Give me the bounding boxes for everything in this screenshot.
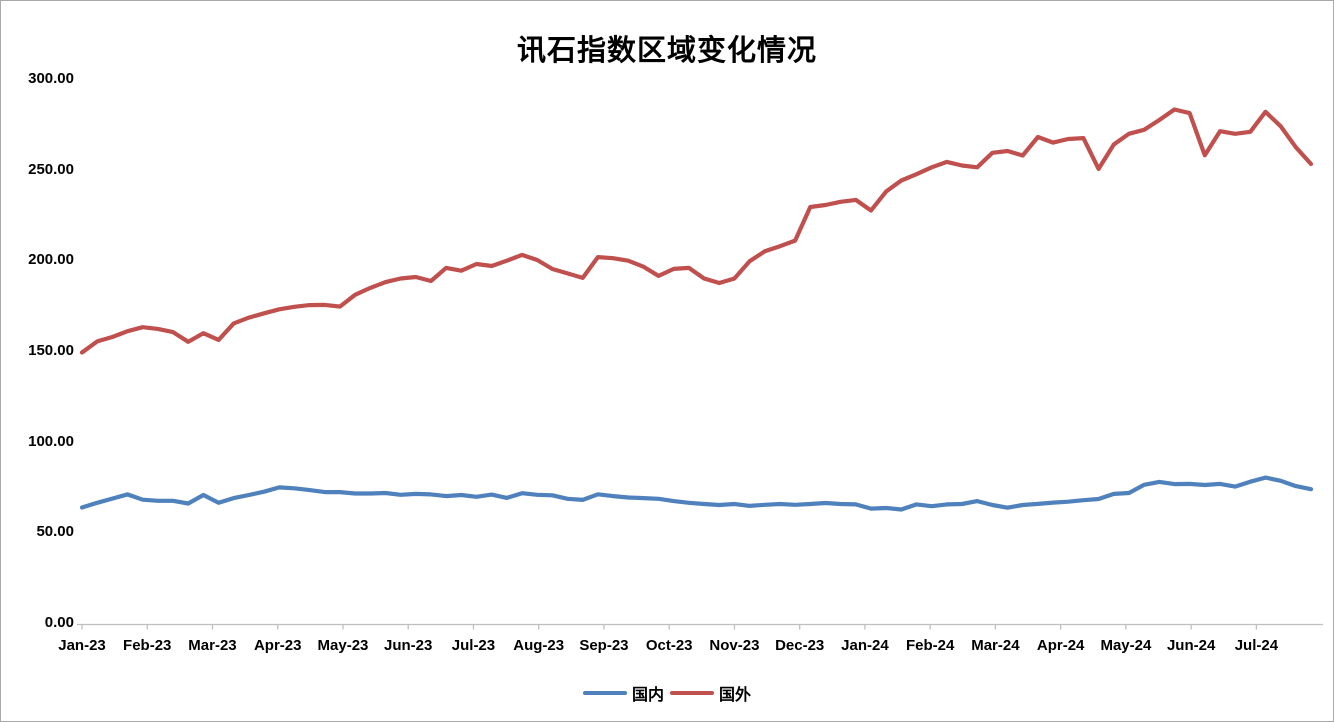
chart-legend: 国内 国外 <box>1 681 1333 705</box>
domestic-series-swatch-icon <box>582 691 627 695</box>
chart-title: 讯石指数区域变化情况 <box>516 35 817 67</box>
x-axis-tick-label: Apr-23 <box>253 637 302 654</box>
x-axis-tick-label: Jul-24 <box>1234 637 1279 654</box>
x-axis-tick-label: Jan-23 <box>58 637 106 654</box>
x-axis-tick-label: Jun-24 <box>1166 637 1216 654</box>
x-axis-tick-label: Jun-23 <box>384 637 433 654</box>
y-axis-tick-label: 300.00 <box>28 70 74 87</box>
y-axis-tick-label: 0.00 <box>44 614 74 631</box>
x-axis-tick-label: Apr-24 <box>1036 637 1085 654</box>
series-line-国外 <box>79 107 1314 355</box>
x-axis-tick-label: Mar-24 <box>971 637 1020 654</box>
foreign-series-swatch-icon <box>670 691 714 695</box>
x-axis-tick-label: Jul-23 <box>451 637 496 654</box>
legend-item-foreign: 国外 <box>670 681 751 705</box>
x-axis-tick-label: May-24 <box>1100 637 1152 654</box>
series-line-国内 <box>79 475 1314 512</box>
y-axis-tick-label: 150.00 <box>28 342 74 359</box>
x-axis-tick-label: Aug-23 <box>513 637 565 654</box>
x-axis-tick-label: Oct-23 <box>645 637 693 654</box>
x-axis-tick-label: Mar-23 <box>188 637 237 654</box>
x-axis-tick-label: Jan-24 <box>841 637 889 654</box>
x-axis-tick-label: Nov-23 <box>709 637 760 654</box>
y-axis-tick-label: 200.00 <box>28 251 74 269</box>
y-axis-tick-label: 250.00 <box>28 160 74 178</box>
x-axis-tick-label: Feb-24 <box>905 637 955 654</box>
y-axis-tick-label: 100.00 <box>28 432 74 450</box>
legend-item-domestic: 国内 <box>582 681 664 705</box>
y-axis-tick-label: 50.00 <box>36 523 74 541</box>
x-axis-tick-label: Dec-23 <box>775 637 825 654</box>
x-axis-tick-label: Feb-23 <box>123 637 172 654</box>
legend-label-foreign: 国外 <box>719 687 752 704</box>
x-axis-tick-label: Sep-23 <box>579 637 629 654</box>
legend-label-domestic: 国内 <box>631 687 664 704</box>
x-axis-tick-label: May-23 <box>317 637 369 654</box>
